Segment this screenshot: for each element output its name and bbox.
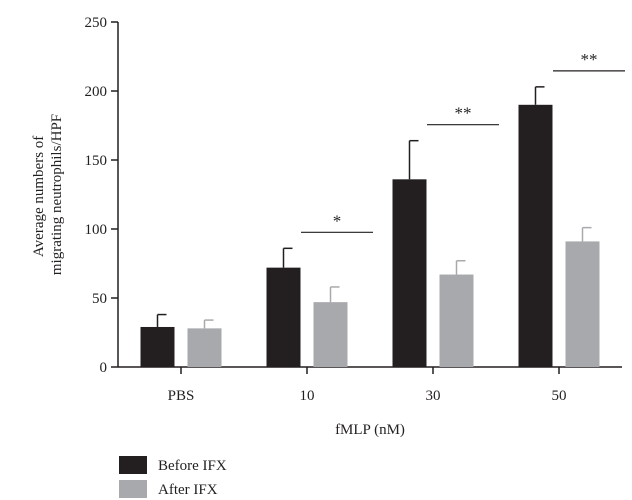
x-tick-label: 50 [552,388,567,404]
y-tick-label: 250 [85,15,108,31]
x-tick-label: 10 [300,388,315,404]
x-axis-title: fMLP (nM) [335,422,405,438]
y-axis-title: Average numbers of migrating neutrophils… [31,114,65,275]
legend-swatch [119,480,147,498]
legend-label: Before IFX [158,458,227,474]
bar [518,104,553,368]
bar [187,328,222,367]
x-tick-label: PBS [168,388,195,404]
y-axis-title-line-2: migrating neutrophils/HPF [49,114,65,275]
bar [140,326,175,367]
significance-label: * [333,211,342,230]
y-tick-label: 100 [85,222,108,238]
x-tick-label: 30 [426,388,441,404]
y-tick-label: 200 [85,84,108,100]
y-tick-label: 50 [92,291,107,307]
bars [140,86,600,368]
y-axis-title-line-1: Average numbers of [31,136,47,257]
x-axis: PBS 10 30 50 [118,366,622,404]
significance-markers: ***** [301,50,625,233]
legend: Before IFX After IFX [119,456,227,498]
legend-swatch [119,456,147,474]
y-axis: 0 50 100 150 200 250 [85,15,119,376]
significance-label: ** [455,104,472,123]
bar [266,267,301,367]
bar [313,302,348,367]
bar [565,241,600,367]
y-tick-label: 0 [100,360,108,376]
legend-label: After IFX [158,482,218,498]
significance-label: ** [581,50,598,69]
bar [392,179,427,367]
bar [439,274,474,367]
y-tick-label: 150 [85,153,108,169]
